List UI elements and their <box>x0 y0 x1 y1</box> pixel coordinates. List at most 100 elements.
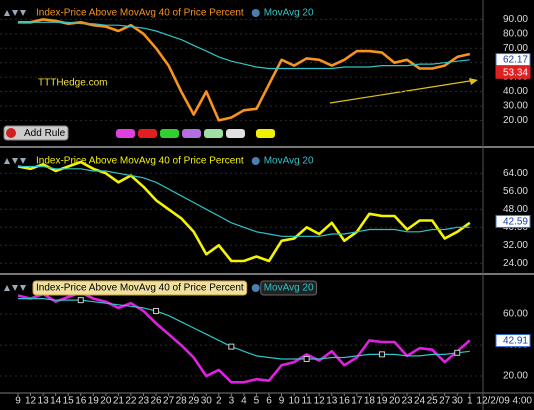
y-tick-label: 80.00 <box>503 28 528 39</box>
x-tick-label: 14 <box>50 396 62 407</box>
x-tick-label: 16 <box>75 396 87 407</box>
x-tick-label: 10 <box>289 396 301 407</box>
color-swatches <box>116 129 275 138</box>
trend-line <box>329 79 477 104</box>
y-tick-label: 32.00 <box>503 240 528 251</box>
line-marker <box>303 356 310 363</box>
date-label: 12/2/09 4:00 <box>476 396 532 407</box>
x-tick-label: 19 <box>376 396 388 407</box>
y-tick-label: 40.00 <box>503 86 528 97</box>
x-tick-label: 27 <box>439 396 451 407</box>
series-line <box>17 291 471 384</box>
last-value-box <box>495 65 531 79</box>
legend-icon <box>20 10 26 16</box>
line-marker <box>378 351 385 358</box>
legend-icon <box>4 285 10 291</box>
x-tick-label: 23 <box>138 396 150 407</box>
x-tick-label: 19 <box>88 396 100 407</box>
x-tick-label: 27 <box>163 396 175 407</box>
swatch[interactable] <box>204 129 223 138</box>
x-tick-label: 13 <box>38 396 50 407</box>
x-tick-label: 17 <box>351 396 363 407</box>
last-value-label: 42.59 <box>503 217 528 228</box>
series-line <box>18 21 470 70</box>
legend-icon <box>20 158 26 164</box>
x-tick-label: 9 <box>15 396 21 407</box>
legend-label: MovAvg 20 <box>264 156 314 167</box>
x-tick-label: 22 <box>125 396 137 407</box>
legend-icon <box>251 284 260 292</box>
legend-icon <box>12 285 18 291</box>
x-tick-label: 12 <box>25 396 37 407</box>
y-tick-label: 64.00 <box>503 168 528 179</box>
x-tick-label: 2 <box>216 396 222 407</box>
last-value-label: 53.34 <box>503 67 528 78</box>
series-line <box>17 160 471 263</box>
y-tick-label: 30.00 <box>503 101 528 112</box>
x-tick-label: 9 <box>279 396 285 407</box>
legend-label: MovAvg 20 <box>264 8 314 19</box>
last-value-box <box>495 53 531 67</box>
button-label[interactable]: Add Rule <box>24 128 66 139</box>
y-tick-label: 60.00 <box>503 309 528 320</box>
y-tick-label: 70.00 <box>503 43 528 54</box>
swatch[interactable] <box>116 129 135 138</box>
legend-box <box>260 280 318 296</box>
legend-icon <box>4 158 10 164</box>
last-value-label: 62.17 <box>503 55 528 66</box>
swatch[interactable] <box>160 129 179 138</box>
x-tick-label: 13 <box>326 396 338 407</box>
y-tick-label: 20.00 <box>503 115 528 126</box>
button-frame[interactable] <box>3 125 69 141</box>
x-tick-label: 26 <box>150 396 162 407</box>
legend-icon <box>4 10 10 16</box>
series-line <box>18 165 470 237</box>
x-tick-label: 23 <box>401 396 413 407</box>
y-tick-label: 20.00 <box>503 371 528 382</box>
x-tick-label: 24 <box>414 396 426 407</box>
x-tick-label: 5 <box>254 396 260 407</box>
swatch[interactable] <box>226 129 245 138</box>
y-tick-label: 56.00 <box>503 186 528 197</box>
swatch[interactable] <box>256 129 275 138</box>
x-tick-label: 3 <box>229 396 235 407</box>
legend-label: Index-Price Above MovAvg 40 of Price Per… <box>36 283 244 294</box>
swatch[interactable] <box>138 129 157 138</box>
x-tick-label: 16 <box>339 396 351 407</box>
x-tick-label: 6 <box>266 396 272 407</box>
last-value-box <box>495 214 531 228</box>
trend-arrow <box>469 78 478 85</box>
last-value-box <box>495 334 531 348</box>
x-tick-label: 18 <box>364 396 376 407</box>
legend-icon <box>251 157 260 165</box>
x-tick-label: 1 <box>467 396 473 407</box>
line-marker <box>153 307 160 314</box>
swatch[interactable] <box>182 129 201 138</box>
add-rule-button[interactable]: Add Rule <box>3 125 69 141</box>
y-tick-label: 90.00 <box>503 14 528 25</box>
line-marker <box>454 349 461 356</box>
y-tick-label: 48.00 <box>503 204 528 215</box>
legend-icon <box>12 158 18 164</box>
x-tick-label: 30 <box>201 396 213 407</box>
x-tick-label: 4 <box>241 396 247 407</box>
series-line <box>18 18 471 122</box>
legend-box <box>32 280 248 296</box>
y-tick-label: 24.00 <box>503 258 528 269</box>
legend-icon <box>20 285 26 291</box>
legend-icon <box>12 10 18 16</box>
x-tick-label: 21 <box>113 396 125 407</box>
x-tick-label: 20 <box>389 396 401 407</box>
annotation: TTTHedge.com <box>38 78 107 89</box>
x-tick-label: 15 <box>63 396 75 407</box>
legend-icon <box>251 9 260 17</box>
x-tick-label: 29 <box>188 396 200 407</box>
x-tick-label: 20 <box>100 396 112 407</box>
legend-label: Index-Price Above MovAvg 40 of Price Per… <box>36 8 244 19</box>
legend-label: Index-Price Above MovAvg 40 of Price Per… <box>36 156 244 167</box>
last-value-label: 42.91 <box>503 336 528 347</box>
series-line <box>18 298 470 360</box>
x-tick-label: 25 <box>427 396 439 407</box>
